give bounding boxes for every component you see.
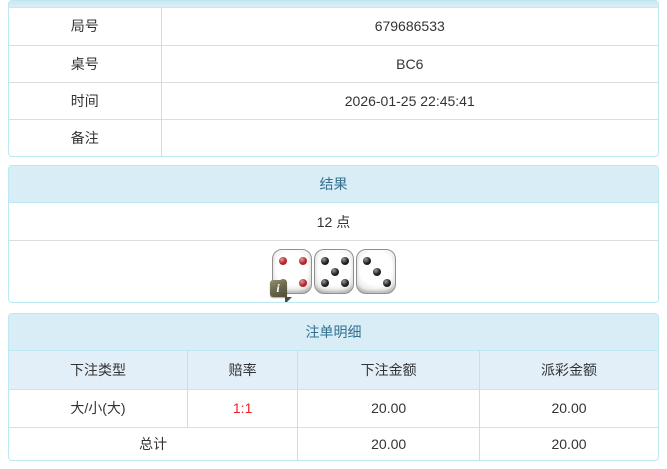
time-value: 2026-01-25 22:45:41	[161, 81, 658, 119]
dice-row: i	[9, 241, 658, 302]
die-pip	[320, 257, 329, 265]
table-row: 桌号 BC6	[9, 44, 658, 82]
odds-value: 1:1	[186, 388, 298, 427]
die-pip	[278, 257, 287, 265]
die-pip	[372, 268, 381, 276]
info-badge-icon[interactable]: i	[269, 280, 287, 297]
die-2-icon	[313, 249, 354, 294]
bets-table: 下注类型 赔率 下注金额 派彩金额 大/小(大) 1:1 20.00 20.00…	[9, 351, 658, 460]
total-row: 总计 20.00 20.00	[9, 426, 658, 460]
time-label: 时间	[9, 81, 162, 119]
col-payout: 派彩金额	[479, 351, 658, 389]
total-bet-amount: 20.00	[297, 426, 480, 460]
payout-value: 20.00	[479, 388, 658, 427]
col-odds: 赔率	[186, 351, 298, 389]
col-bet-amount: 下注金额	[297, 351, 480, 389]
result-points: 12 点	[9, 203, 658, 241]
remark-label: 备注	[9, 118, 162, 156]
table-id-value: BC6	[161, 44, 658, 82]
bets-panel-title: 注单明细	[9, 314, 658, 351]
bets-table-header-row: 下注类型 赔率 下注金额 派彩金额	[9, 351, 658, 389]
round-id-value: 679686533	[374, 18, 445, 35]
game-info-panel: 局号 679686533 桌号 BC6 时间 2026-01-25 22:45:…	[8, 0, 659, 157]
table-row: 备注	[9, 118, 658, 156]
die-pip	[298, 257, 307, 265]
result-panel-title: 结果	[9, 166, 658, 203]
bet-amount-value: 20.00	[297, 388, 480, 427]
die-3-icon	[355, 249, 396, 294]
table-row: 局号 679686533	[9, 8, 658, 45]
result-panel: 结果 12 点 i	[8, 165, 659, 303]
round-id-label: 局号	[9, 8, 162, 45]
remark-value	[161, 118, 658, 156]
die-pip	[298, 279, 307, 287]
die-pip	[382, 279, 391, 287]
die-pip	[340, 257, 349, 265]
total-label: 总计	[9, 426, 298, 460]
dice-group: i	[269, 249, 396, 297]
die-pip	[340, 279, 349, 287]
game-info-panel-heading-cut	[9, 1, 658, 8]
bet-type-value: 大/小(大)	[9, 388, 188, 427]
game-info-table: 局号 679686533 桌号 BC6 时间 2026-01-25 22:45:…	[9, 8, 658, 156]
table-row: 时间 2026-01-25 22:45:41	[9, 81, 658, 119]
die-pip	[330, 268, 339, 276]
col-bet-type: 下注类型	[9, 351, 188, 389]
table-row: 大/小(大) 1:1 20.00 20.00	[9, 388, 658, 427]
die-pip	[362, 257, 371, 265]
die-pip	[320, 279, 329, 287]
bets-panel: 注单明细 下注类型 赔率 下注金额 派彩金额 大/小(大) 1:1 20.00 …	[8, 313, 659, 461]
table-id-label: 桌号	[9, 44, 162, 82]
total-payout: 20.00	[479, 426, 658, 460]
